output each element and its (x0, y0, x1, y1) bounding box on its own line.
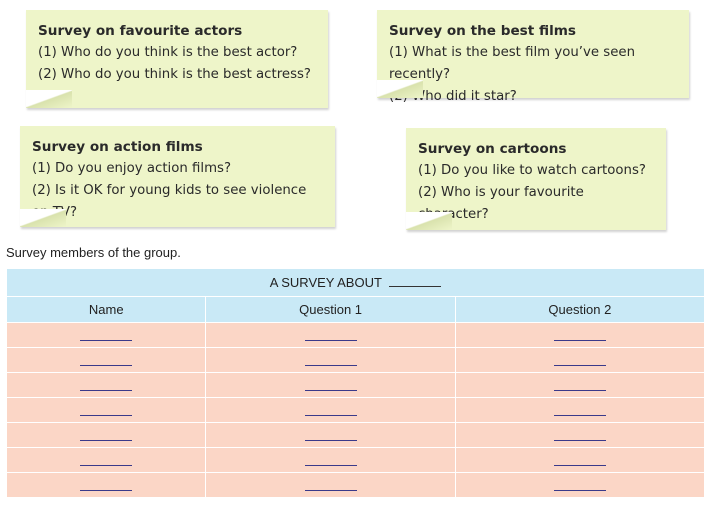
note-title: Survey on cartoons (418, 141, 567, 157)
question-2-blank[interactable] (553, 353, 606, 366)
note-title: Survey on favourite actors (38, 23, 243, 39)
caption-blank[interactable] (389, 276, 442, 287)
name-blank[interactable] (80, 378, 133, 391)
name-blank[interactable] (80, 453, 133, 466)
note-question-2: (2) Who is your favourite character? (418, 185, 584, 222)
table-cell (454, 422, 706, 448)
note-question-2: (2) Who did it star? (389, 89, 517, 104)
table-cell (205, 372, 456, 398)
note-question-1: (1) What is the best film you’ve seen re… (389, 45, 636, 82)
table-cell (5, 447, 207, 473)
name-blank[interactable] (80, 353, 133, 366)
note-question-1: (1) Who do you think is the best actor? (38, 45, 298, 60)
table-cell (454, 322, 706, 348)
column-header-question-2: Question 2 (454, 296, 706, 323)
note-title: Survey on action films (32, 139, 203, 155)
table-cell (205, 322, 456, 348)
table-cell (205, 397, 456, 423)
table-cell (5, 347, 207, 373)
question-1-blank[interactable] (304, 378, 357, 391)
table-cell (5, 322, 207, 348)
table-cell (454, 447, 706, 473)
table-caption-text: A SURVEY ABOUT (269, 275, 382, 290)
table-cell (454, 347, 706, 373)
question-1-blank[interactable] (304, 453, 357, 466)
table-cell (5, 372, 207, 398)
note-question-2: (2) Who do you think is the best actress… (38, 67, 311, 82)
question-2-blank[interactable] (553, 403, 606, 416)
table-row (5, 472, 706, 498)
table-cell (5, 422, 207, 448)
note-title: Survey on the best films (389, 23, 576, 39)
table-cell (5, 472, 207, 498)
table-row (5, 347, 706, 373)
question-1-blank[interactable] (304, 353, 357, 366)
question-2-blank[interactable] (553, 378, 606, 391)
question-1-blank[interactable] (304, 478, 357, 491)
question-1-blank[interactable] (304, 403, 357, 416)
note-cartoons: Survey on cartoons (1) Do you like to wa… (406, 128, 666, 230)
table-row (5, 422, 706, 448)
question-2-blank[interactable] (553, 428, 606, 441)
table-cell (205, 447, 456, 473)
name-blank[interactable] (80, 428, 133, 441)
column-header-name: Name (5, 296, 207, 323)
instruction-text: Survey members of the group. (6, 245, 181, 260)
table-cell (454, 372, 706, 398)
note-question-1: (1) Do you enjoy action films? (32, 161, 232, 176)
note-question-1: (1) Do you like to watch cartoons? (418, 163, 646, 178)
question-1-blank[interactable] (304, 428, 357, 441)
note-best-films: Survey on the best films (1) What is the… (377, 10, 689, 104)
table-cell (5, 397, 207, 423)
question-1-blank[interactable] (304, 328, 357, 341)
table-body (5, 322, 706, 498)
table-cell (205, 472, 456, 498)
survey-table: A SURVEY ABOUT Name Question 1 Question … (5, 268, 706, 498)
name-blank[interactable] (80, 328, 133, 341)
name-blank[interactable] (80, 478, 133, 491)
question-2-blank[interactable] (553, 328, 606, 341)
table-row (5, 372, 706, 398)
column-header-question-1: Question 1 (205, 296, 456, 323)
question-2-blank[interactable] (553, 478, 606, 491)
name-blank[interactable] (80, 403, 133, 416)
table-cell (205, 422, 456, 448)
table-row (5, 397, 706, 423)
table-row (5, 322, 706, 348)
table-caption: A SURVEY ABOUT (6, 268, 705, 297)
note-question-2: (2) Is it OK for young kids to see viole… (32, 183, 307, 220)
table-cell (454, 397, 706, 423)
note-action-films: Survey on action films (1) Do you enjoy … (20, 126, 335, 227)
table-row (5, 447, 706, 473)
note-favourite-actors: Survey on favourite actors (1) Who do yo… (26, 10, 328, 108)
question-2-blank[interactable] (553, 453, 606, 466)
table-cell (205, 347, 456, 373)
table-cell (454, 472, 706, 498)
